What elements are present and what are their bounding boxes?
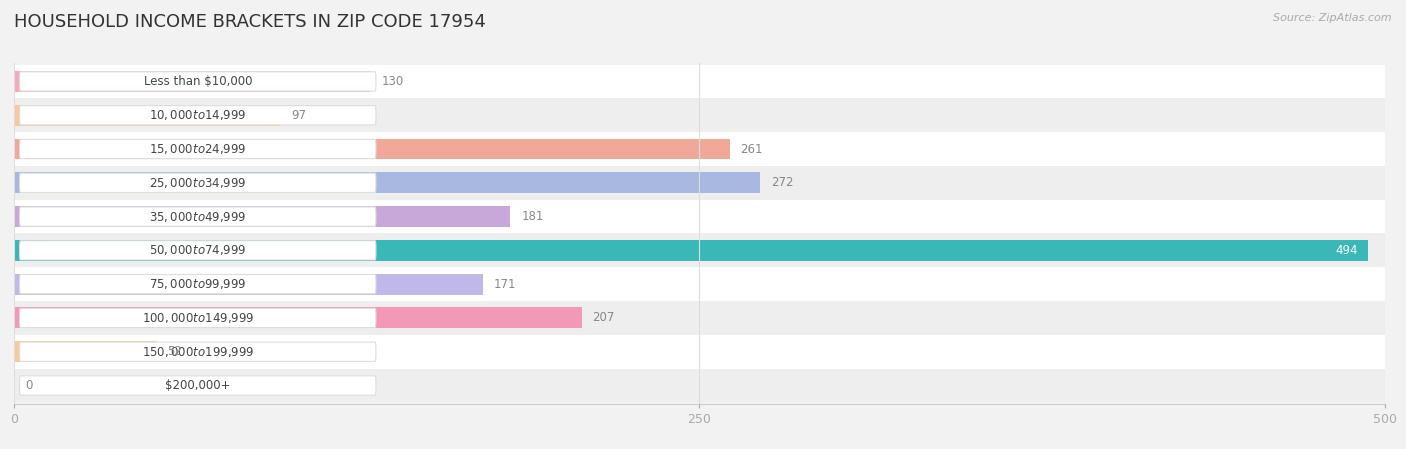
FancyBboxPatch shape: [20, 342, 375, 361]
Text: 181: 181: [522, 210, 544, 223]
FancyBboxPatch shape: [20, 241, 375, 260]
FancyBboxPatch shape: [20, 106, 375, 125]
Text: 0: 0: [25, 379, 32, 392]
Text: Less than $10,000: Less than $10,000: [143, 75, 252, 88]
FancyBboxPatch shape: [20, 308, 375, 328]
Text: $35,000 to $49,999: $35,000 to $49,999: [149, 210, 246, 224]
Bar: [14, 308, 582, 328]
FancyBboxPatch shape: [20, 139, 375, 158]
FancyBboxPatch shape: [20, 274, 375, 294]
Text: $75,000 to $99,999: $75,000 to $99,999: [149, 277, 246, 291]
Bar: [14, 240, 1368, 261]
Text: $15,000 to $24,999: $15,000 to $24,999: [149, 142, 246, 156]
FancyBboxPatch shape: [20, 376, 375, 395]
Text: $200,000+: $200,000+: [165, 379, 231, 392]
Bar: [14, 71, 371, 92]
FancyBboxPatch shape: [20, 207, 375, 226]
Text: 97: 97: [291, 109, 307, 122]
Bar: [14, 335, 1385, 369]
Text: $50,000 to $74,999: $50,000 to $74,999: [149, 243, 246, 257]
Text: 171: 171: [494, 277, 516, 291]
Bar: [14, 200, 1385, 233]
Text: 261: 261: [741, 142, 763, 155]
FancyBboxPatch shape: [20, 173, 375, 193]
FancyBboxPatch shape: [20, 72, 375, 91]
Bar: [14, 172, 759, 193]
Text: $25,000 to $34,999: $25,000 to $34,999: [149, 176, 246, 190]
Text: 494: 494: [1334, 244, 1358, 257]
Bar: [14, 139, 730, 159]
Text: HOUSEHOLD INCOME BRACKETS IN ZIP CODE 17954: HOUSEHOLD INCOME BRACKETS IN ZIP CODE 17…: [14, 13, 486, 31]
Text: $10,000 to $14,999: $10,000 to $14,999: [149, 108, 246, 122]
Bar: [14, 233, 1385, 267]
Bar: [14, 301, 1385, 335]
Text: $100,000 to $149,999: $100,000 to $149,999: [142, 311, 254, 325]
Bar: [14, 166, 1385, 200]
Bar: [14, 369, 1385, 402]
Text: 52: 52: [167, 345, 183, 358]
Bar: [14, 206, 510, 227]
Bar: [14, 65, 1385, 98]
Bar: [14, 341, 156, 362]
Text: Source: ZipAtlas.com: Source: ZipAtlas.com: [1274, 13, 1392, 23]
Bar: [14, 274, 482, 295]
Text: $150,000 to $199,999: $150,000 to $199,999: [142, 345, 254, 359]
Bar: [14, 132, 1385, 166]
Bar: [14, 267, 1385, 301]
Text: 207: 207: [592, 312, 614, 325]
Bar: [14, 105, 280, 126]
Text: 272: 272: [770, 176, 793, 189]
Text: 130: 130: [381, 75, 404, 88]
Bar: [14, 98, 1385, 132]
